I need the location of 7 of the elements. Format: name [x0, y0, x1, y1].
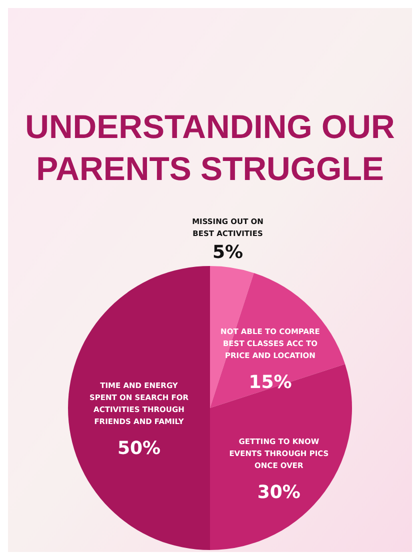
data-label: 5%	[212, 242, 244, 263]
pie-slice	[210, 364, 352, 550]
data-label: 30%	[257, 482, 300, 504]
chart-title: UNDERSTANDING OUR PARENTS STRUGGLE	[25, 108, 396, 187]
data-label: 15%	[248, 372, 292, 393]
data-label: 50%	[117, 438, 161, 459]
pie-slice	[68, 266, 210, 550]
